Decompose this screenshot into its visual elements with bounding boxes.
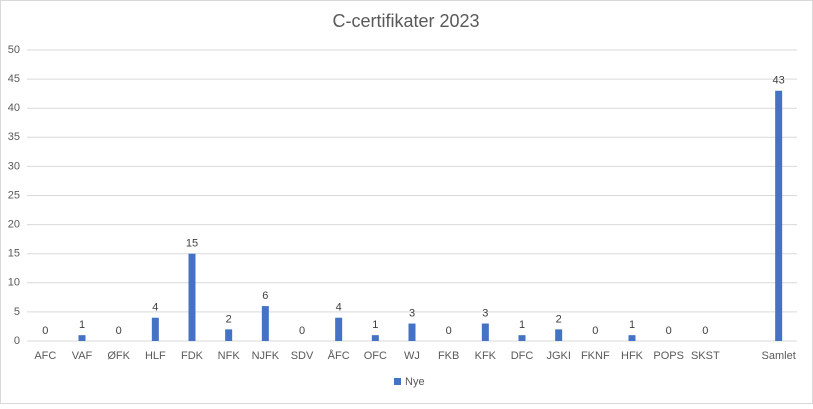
y-tick-label: 25 (8, 189, 20, 201)
y-tick-label: 10 (8, 277, 20, 289)
y-tick-label: 45 (8, 73, 20, 85)
y-tick-label: 35 (8, 131, 20, 143)
x-tick-label: SDV (291, 350, 314, 362)
x-tick-label: NJFK (252, 350, 280, 362)
x-tick-label: HFK (621, 350, 644, 362)
y-tick-label: 15 (8, 248, 20, 260)
x-tick-label: FKNF (581, 350, 610, 362)
data-label: 1 (79, 319, 85, 331)
data-label: 15 (186, 238, 198, 250)
x-tick-label: ÅFC (328, 349, 350, 362)
data-label: 0 (42, 325, 48, 337)
chart-title: C-certifikater 2023 (332, 11, 479, 31)
bar (188, 253, 196, 341)
data-label: 0 (446, 325, 452, 337)
x-tick-label: ØFK (107, 350, 130, 362)
data-label: 0 (116, 325, 122, 337)
bar (481, 323, 489, 341)
x-tick-label: KFK (475, 350, 497, 362)
x-tick-label: FDK (181, 350, 204, 362)
data-label: 2 (556, 313, 562, 325)
y-tick-label: 0 (14, 335, 20, 347)
data-label: 4 (152, 302, 158, 314)
y-tick-label: 30 (8, 160, 20, 172)
bar (775, 90, 783, 342)
bar (518, 335, 526, 341)
data-label: 1 (519, 319, 525, 331)
data-label: 1 (372, 319, 378, 331)
data-label: 43 (773, 75, 785, 87)
bar (335, 317, 343, 341)
data-label: 0 (592, 325, 598, 337)
legend-swatch (394, 378, 401, 385)
bar (408, 323, 416, 341)
x-tick-label: Samlet (762, 350, 796, 362)
data-label: 2 (226, 313, 232, 325)
x-tick-label: VAF (72, 350, 93, 362)
data-label: 4 (336, 302, 342, 314)
legend-label: Nye (405, 376, 425, 388)
data-label: 0 (299, 325, 305, 337)
bar (151, 317, 159, 341)
bar (371, 335, 379, 341)
x-tick-label: DFC (511, 350, 534, 362)
bar (225, 329, 233, 341)
data-label: 3 (409, 307, 415, 319)
data-label: 1 (629, 319, 635, 331)
x-tick-label: JGKI (546, 350, 570, 362)
bar (261, 306, 269, 341)
y-tick-label: 5 (14, 306, 20, 318)
data-label: 3 (482, 307, 488, 319)
data-label: 6 (262, 290, 268, 302)
y-tick-label: 50 (8, 44, 20, 56)
bar (628, 335, 636, 341)
x-tick-label: SKST (691, 350, 720, 362)
bar (555, 329, 563, 341)
data-label: 0 (666, 325, 672, 337)
x-tick-label: WJ (404, 350, 420, 362)
x-tick-label: POPS (653, 350, 684, 362)
x-tick-label: FKB (438, 350, 459, 362)
x-tick-label: AFC (34, 350, 56, 362)
y-tick-label: 20 (8, 219, 20, 231)
x-tick-label: HLF (145, 350, 166, 362)
y-tick-label: 40 (8, 102, 20, 114)
x-tick-label: OFC (364, 350, 387, 362)
x-tick-label: NFK (218, 350, 241, 362)
bar (78, 335, 86, 341)
data-label: 0 (702, 325, 708, 337)
